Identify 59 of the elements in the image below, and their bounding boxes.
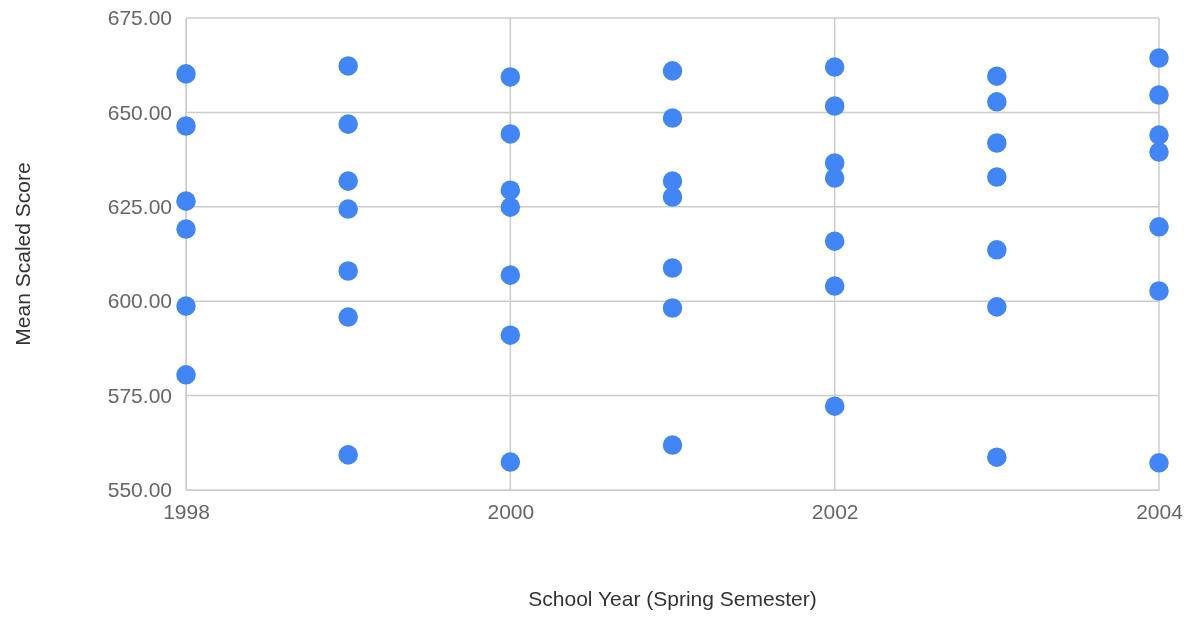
point [662,61,683,81]
point [338,199,358,219]
point [662,435,683,455]
point [500,265,521,285]
point [987,167,1007,187]
point [662,258,683,278]
point [176,296,196,316]
y-tick-label: 675.00 [107,6,172,30]
x-axis-title: School Year (Spring Semester) [528,587,817,610]
point [662,187,683,207]
x-tick-label: 2000 [487,499,535,523]
point [176,191,196,211]
point [987,66,1007,86]
point [824,276,845,296]
point [500,452,521,472]
point [824,231,845,251]
point [500,124,521,144]
point [824,396,845,416]
point [176,64,196,84]
y-tick-label: 575.00 [107,383,172,407]
point [500,197,521,217]
point [1149,142,1169,162]
point [824,57,845,77]
y-tick-label: 550.00 [107,478,172,502]
point [1149,281,1169,301]
point [662,171,683,191]
point [338,56,358,76]
x-tick-label: 1998 [163,499,210,523]
point [338,445,358,465]
point [1149,48,1169,68]
point [176,116,196,136]
point [338,261,358,281]
point [662,298,683,318]
point [987,92,1007,112]
point [500,67,521,87]
point [824,96,845,116]
point [338,114,358,134]
x-tick-label: 2002 [811,499,859,523]
point [176,219,196,239]
point [987,240,1007,260]
point [176,365,196,385]
point [1149,217,1169,237]
y-tick-label: 650.00 [107,100,172,124]
point [338,307,358,327]
point [1149,125,1169,145]
y-tick-label: 600.00 [107,289,172,313]
point [500,180,521,200]
point [1149,453,1169,473]
y-tick-label: 625.00 [107,195,172,219]
point [1149,85,1169,105]
point [987,447,1007,467]
point [338,171,358,191]
point [824,168,845,188]
point [662,108,683,128]
y-axis-title: Mean Scaled Score [11,162,34,346]
point [987,133,1007,153]
point [500,325,521,345]
point [987,297,1007,317]
x-tick-label: 2004 [1136,499,1184,523]
